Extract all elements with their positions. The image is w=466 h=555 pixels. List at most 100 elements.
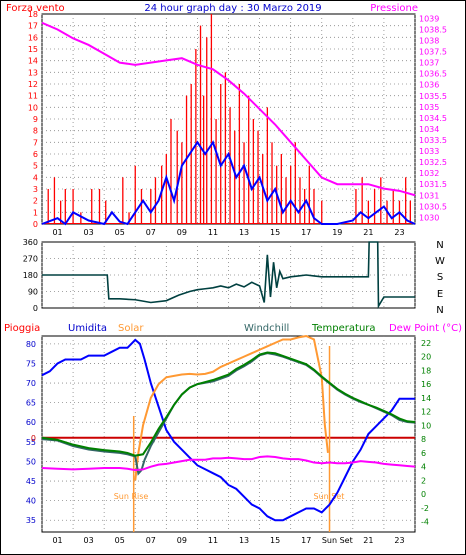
rain-label: Pioggia — [4, 323, 40, 334]
wind-tick-label: 7 — [33, 138, 38, 147]
sunset-label: Sun Set — [314, 492, 345, 501]
rain-tick-label: 0 — [31, 434, 36, 443]
wind-tick-label: 17 — [28, 22, 38, 31]
compass-n-top: N — [436, 240, 443, 251]
temperature-tick-label: 0 — [421, 490, 426, 499]
pressure-tick-label: 1032.5 — [419, 158, 447, 167]
temperature-tick-label: 16 — [421, 380, 431, 389]
panel1-x-tick-label: 07 — [146, 228, 156, 237]
chart-title: 24 hour graph day : 30 Marzo 2019 — [144, 3, 321, 14]
pressure-tick-label: 1037.5 — [419, 48, 447, 57]
humidity-tick-label: 40 — [26, 497, 36, 506]
compass-s: S — [437, 272, 443, 283]
wind-tick-label: 10 — [28, 103, 38, 112]
wind-tick-label: 6 — [33, 150, 38, 159]
panel3-x-tick-label: 01 — [52, 536, 62, 545]
panel3-x-tick-label: Sun Set — [322, 536, 353, 545]
pressure-tick-label: 1034.5 — [419, 114, 447, 123]
wind-tick-label: 3 — [33, 185, 38, 194]
pressure-tick-label: 1035 — [419, 103, 439, 112]
panel1-x-tick-label: 03 — [84, 228, 94, 237]
temperature-tick-label: 20 — [421, 353, 431, 362]
panel1-x-tick-label: 21 — [363, 228, 373, 237]
pressure-tick-label: 1038 — [419, 37, 439, 46]
pressure-tick-label: 1031.5 — [419, 180, 447, 189]
humidity-tick-label: 35 — [26, 516, 36, 525]
panel3-x-tick-label: 11 — [208, 536, 218, 545]
panel1-x-tick-label: 23 — [394, 228, 404, 237]
gust-line — [41, 140, 416, 226]
humidity-tick-label: 80 — [26, 340, 36, 349]
pressure-tick-label: 1036.5 — [419, 70, 447, 79]
wind-tick-label: 18 — [28, 10, 38, 19]
temperature-tick-label: 14 — [421, 394, 431, 403]
sunrise-label: Sun Rise — [114, 492, 149, 501]
humidity-tick-label: 50 — [26, 457, 36, 466]
wind-tick-label: 12 — [28, 80, 38, 89]
panel1-x-tick-label: 09 — [177, 228, 187, 237]
solar-label: Solar — [118, 323, 144, 334]
direction-tick-label: 180 — [23, 271, 38, 280]
pressure-tick-label: 1031 — [419, 191, 439, 200]
temperature-line — [41, 351, 416, 457]
pressure-tick-label: 1033.5 — [419, 136, 447, 145]
humidity-line — [41, 338, 415, 522]
panel1-x-tick-label: 19 — [332, 228, 342, 237]
panel3-x-tick-label: 23 — [394, 536, 404, 545]
wind-tick-label: 9 — [33, 115, 38, 124]
temperature-tick-label: 12 — [421, 408, 431, 417]
direction-tick-label: 270 — [23, 255, 38, 264]
temperature-tick-label: 18 — [421, 366, 431, 375]
humidity-tick-label: 55 — [26, 438, 36, 447]
panel1-x-tick-label: 15 — [270, 228, 280, 237]
panel3-x-tick-label: 13 — [239, 536, 249, 545]
pressure-tick-label: 1039 — [419, 14, 439, 23]
temperature-tick-label: 22 — [421, 339, 431, 348]
compass-e: E — [437, 289, 443, 300]
pressure-tick-label: 1038.5 — [419, 25, 447, 34]
wind-tick-label: 14 — [28, 57, 38, 66]
panel3-x-tick-label: 07 — [146, 536, 156, 545]
panel3-x-tick-label: 21 — [363, 536, 373, 545]
direction-tick-label: 360 — [23, 238, 38, 247]
wind-tick-label: 1 — [33, 208, 38, 217]
wind-tick-label: 5 — [33, 162, 38, 171]
pressure-axis-label: Pressione — [370, 3, 418, 14]
temperature-tick-label: 8 — [421, 435, 426, 444]
pressure-tick-label: 1032 — [419, 169, 439, 178]
compass-n-bottom: N — [436, 305, 443, 316]
temperature-tick-label: 10 — [421, 421, 431, 430]
pressure-tick-label: 1037 — [419, 59, 439, 68]
wind-tick-label: 13 — [28, 68, 38, 77]
wind-tick-label: 0 — [33, 220, 38, 229]
temperature-tick-label: 6 — [421, 449, 426, 458]
panel3-x-tick-label: 17 — [301, 536, 311, 545]
temperature-label: Temperatura — [311, 323, 376, 334]
humidity-label: Umidita — [68, 323, 107, 334]
pressure-tick-label: 1034 — [419, 125, 439, 134]
pressure-tick-label: 1035.5 — [419, 92, 447, 101]
humidity-tick-label: 65 — [26, 399, 36, 408]
temperature-tick-label: 2 — [421, 476, 426, 485]
panel3-x-tick-label: 03 — [84, 536, 94, 545]
panel1-x-tick-label: 13 — [239, 228, 249, 237]
wind-tick-label: 11 — [28, 92, 38, 101]
panel3-x-tick-label: 05 — [115, 536, 125, 545]
wind-tick-label: 8 — [33, 127, 38, 136]
dewpoint-label: Dew Point (°C) — [389, 323, 462, 334]
wind-direction-line — [42, 241, 415, 310]
humidity-tick-label: 75 — [26, 359, 36, 368]
humidity-tick-label: 70 — [26, 379, 36, 388]
temperature-tick-label: 4 — [421, 463, 426, 472]
direction-tick-label: 0 — [33, 304, 38, 313]
panel3-x-tick-label: 15 — [270, 536, 280, 545]
pressure-tick-label: 1030 — [419, 213, 439, 222]
wind-tick-label: 4 — [33, 173, 38, 182]
solar-line — [134, 334, 329, 481]
direction-tick-label: 90 — [28, 288, 38, 297]
pressure-tick-label: 1033 — [419, 147, 439, 156]
pressure-tick-label: 1030.5 — [419, 202, 447, 211]
wind-axis-label: Forza vento — [6, 3, 65, 14]
